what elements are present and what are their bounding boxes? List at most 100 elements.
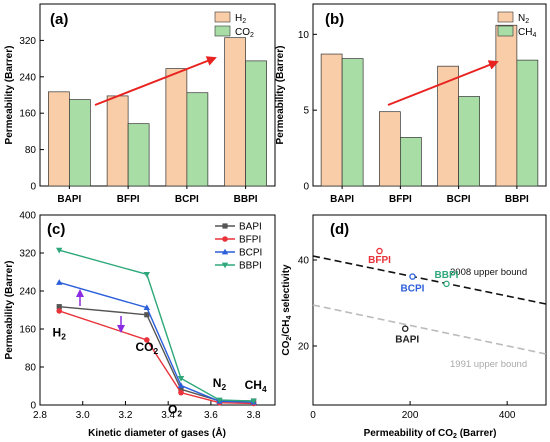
point-bbpi	[177, 376, 185, 382]
point-bcpi	[143, 304, 151, 311]
y-axis-label: CO2/CH4 selectivity	[281, 264, 293, 356]
x-axis-label: Permeability of CO2 (Barrer)	[364, 428, 497, 440]
panel-c: (c) Permeability (Barrer) Kinetic diamet…	[4, 211, 276, 439]
y-tick-label: 40	[298, 256, 310, 267]
panel-label: (a)	[50, 11, 68, 28]
y-tick-label: 20	[298, 342, 310, 353]
point-label-bbpi: BBPI	[435, 270, 459, 281]
point-bapi	[144, 312, 150, 318]
legend-label: BCPI	[239, 248, 262, 259]
point-bapi	[56, 304, 62, 310]
y-tick-label: 10	[298, 30, 310, 41]
legend: H2 CO2	[214, 11, 254, 39]
trend-arrow	[94, 56, 217, 106]
y-tick-label: 160	[19, 109, 36, 120]
plot-frame	[312, 214, 547, 406]
bar-b-ch4-bfpi	[400, 137, 422, 187]
y-tick-label: 80	[25, 145, 37, 156]
legend-swatch-h2	[214, 11, 231, 23]
y-tick-label: 320	[19, 36, 36, 47]
legend-label: BAPI	[239, 222, 262, 233]
point-label-bapi: BAPI	[395, 335, 419, 346]
point-bbpi	[250, 398, 257, 405]
y-tick-label: 320	[19, 249, 36, 260]
point-label-bfpi: BFPI	[368, 255, 391, 266]
series-line-bbpi	[59, 249, 254, 402]
bar-b-ch4-bapi	[341, 58, 364, 187]
panel-label: (c)	[47, 221, 65, 238]
gas-label: N2	[213, 376, 227, 392]
legend-marker	[221, 248, 229, 255]
plot-frame	[312, 3, 547, 187]
legend-swatch-ch4	[497, 25, 514, 37]
bar-b-n2-bfpi	[379, 111, 401, 187]
point-bcpi	[409, 273, 416, 280]
legend-label-ch4: CH4	[518, 27, 536, 39]
bar-a-co2-bbpi	[245, 60, 267, 187]
point-label-bcpi: BCPI	[401, 284, 425, 295]
x-tick-label: 3.4	[161, 410, 175, 421]
panel-label: (d)	[330, 221, 349, 238]
bar-a-h2-bbpi	[224, 37, 246, 187]
point-bcpi	[56, 279, 63, 285]
y-tick-label: 400	[19, 211, 36, 222]
legend-swatch-co2	[214, 25, 231, 37]
bar-a-h2-bfpi	[106, 95, 129, 187]
y-tick-label: 80	[25, 363, 37, 374]
legend: BAPI BFPI BCPI BBPI	[215, 222, 262, 272]
bar-a-co2-bapi	[69, 99, 91, 187]
point-bfpi	[144, 337, 150, 343]
gas-label: H2	[53, 326, 67, 342]
point-bfpi	[178, 389, 184, 396]
x-tick-label: 200	[402, 410, 419, 421]
point-bcpi	[177, 382, 185, 388]
bar-a-co2-bcpi	[186, 92, 209, 187]
bar-a-h2-bapi	[48, 91, 70, 187]
y-axis-label: Permeability (Barrer)	[275, 46, 286, 145]
x-tick-label: BAPI	[57, 194, 81, 205]
upper-bound-1991-label: 1991 upper bound	[450, 359, 527, 370]
x-tick-label: 400	[499, 410, 516, 421]
x-tick-label: 3.6	[204, 410, 218, 421]
legend-label-h2: H2	[235, 13, 246, 25]
x-tick-label: BCPI	[175, 194, 199, 205]
trend-arrow	[387, 60, 499, 106]
gas-label: CH4	[245, 378, 267, 394]
panel-d: (d) CO2/CH4 selectivity Permeability of …	[281, 214, 547, 440]
point-bbpi	[216, 397, 223, 404]
y-tick-label: 240	[19, 287, 36, 298]
x-tick-label: BFPI	[117, 194, 140, 205]
gas-label: O2	[168, 402, 182, 418]
point-bbpi	[56, 247, 63, 254]
x-axis-label: Kinetic diameter of gases (Å)	[88, 426, 226, 439]
bar-a-h2-bcpi	[165, 68, 188, 187]
bar-a-co2-bfpi	[127, 123, 150, 187]
legend-marker	[222, 223, 228, 229]
point-bapi	[178, 386, 184, 392]
x-tick-label: 2.8	[33, 410, 47, 421]
point-bfpi	[376, 247, 383, 255]
x-tick-label: 3.2	[119, 410, 133, 421]
point-bfpi	[56, 308, 63, 314]
x-tick-label: BCPI	[447, 194, 471, 205]
point-bbpi	[443, 280, 450, 288]
x-tick-label: BBPI	[505, 194, 529, 205]
bar-b-ch4-bcpi	[458, 96, 480, 187]
upper-bound-1991-line	[312, 304, 547, 355]
bar-b-ch4-bbpi	[516, 59, 539, 187]
bar-b-n2-bapi	[320, 53, 343, 187]
y-tick-label: 5	[303, 106, 309, 117]
x-tick-label: BAPI	[330, 194, 354, 205]
legend-label: BBPI	[239, 261, 262, 272]
y-tick-label: 240	[19, 72, 36, 83]
bar-b-n2-bbpi	[495, 24, 518, 187]
gas-label: CO2	[135, 340, 158, 356]
x-tick-label: BFPI	[389, 194, 412, 205]
y-axis-label: Permeability (Barrer)	[4, 261, 15, 360]
panel-label: (b)	[325, 11, 344, 28]
x-tick-label: BBPI	[234, 194, 258, 205]
legend-label: BFPI	[239, 235, 261, 246]
y-tick-label: 160	[19, 325, 36, 336]
legend-marker	[222, 236, 228, 242]
